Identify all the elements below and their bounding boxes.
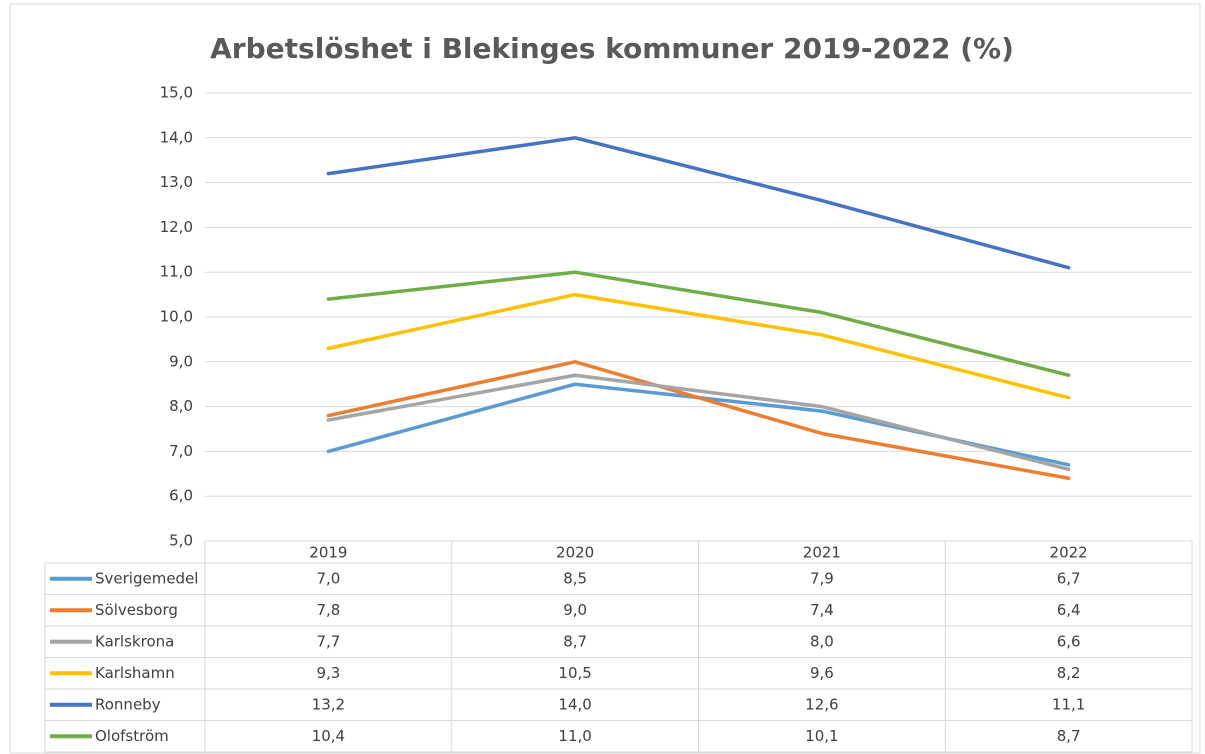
table-value: 9,3	[316, 664, 340, 682]
y-tick-label: 8,0	[169, 397, 193, 415]
legend-label: Ronneby	[95, 695, 161, 713]
legend-label: Sölvesborg	[95, 601, 178, 619]
table-value: 7,4	[810, 601, 834, 619]
table-value: 11,1	[1052, 695, 1085, 713]
table-value: 6,6	[1057, 632, 1081, 650]
x-tick-label: 2022	[1050, 544, 1088, 562]
table-value: 6,7	[1057, 569, 1081, 587]
y-tick-label: 14,0	[160, 128, 193, 146]
x-tick-label: 2020	[556, 544, 594, 562]
legend-label: Karlskrona	[95, 632, 174, 650]
table-value: 10,1	[805, 727, 838, 745]
table-value: 7,9	[810, 569, 834, 587]
table-value: 8,2	[1057, 664, 1081, 682]
y-tick-label: 7,0	[169, 442, 193, 460]
table-value: 8,7	[1057, 727, 1081, 745]
y-tick-label: 13,0	[160, 173, 193, 191]
table-value: 12,6	[805, 695, 838, 713]
series-line	[326, 360, 1071, 481]
series-line	[326, 292, 1071, 400]
table-value: 8,0	[810, 632, 834, 650]
y-tick-label: 12,0	[160, 218, 193, 236]
y-tick-label: 9,0	[169, 352, 193, 370]
table-value: 11,0	[558, 727, 591, 745]
y-tick-label: 10,0	[160, 308, 193, 326]
table-value: 9,0	[563, 601, 587, 619]
y-tick-label: 5,0	[169, 532, 193, 550]
table-value: 10,5	[558, 664, 591, 682]
table-value: 8,5	[563, 569, 587, 587]
table-value: 7,8	[316, 601, 340, 619]
series-line	[326, 136, 1071, 270]
table-value: 13,2	[312, 695, 345, 713]
legend-label: Sverigemedel	[95, 569, 198, 587]
x-tick-label: 2021	[803, 544, 841, 562]
table-value: 7,7	[316, 632, 340, 650]
series-line	[326, 270, 1071, 377]
y-tick-label: 11,0	[160, 263, 193, 281]
x-tick-label: 2019	[309, 544, 347, 562]
table-value: 9,6	[810, 664, 834, 682]
table-value: 6,4	[1057, 601, 1081, 619]
series-line	[326, 373, 1071, 472]
legend-label: Olofström	[95, 727, 169, 745]
table-value: 7,0	[316, 569, 340, 587]
legend-label: Karlshamn	[95, 664, 175, 682]
y-tick-label: 15,0	[160, 84, 193, 102]
table-value: 14,0	[558, 695, 591, 713]
table-value: 8,7	[563, 632, 587, 650]
table-value: 10,4	[312, 727, 345, 745]
y-tick-label: 6,0	[169, 487, 193, 505]
chart-title: Arbetslöshet i Blekinges kommuner 2019-2…	[210, 32, 1014, 65]
